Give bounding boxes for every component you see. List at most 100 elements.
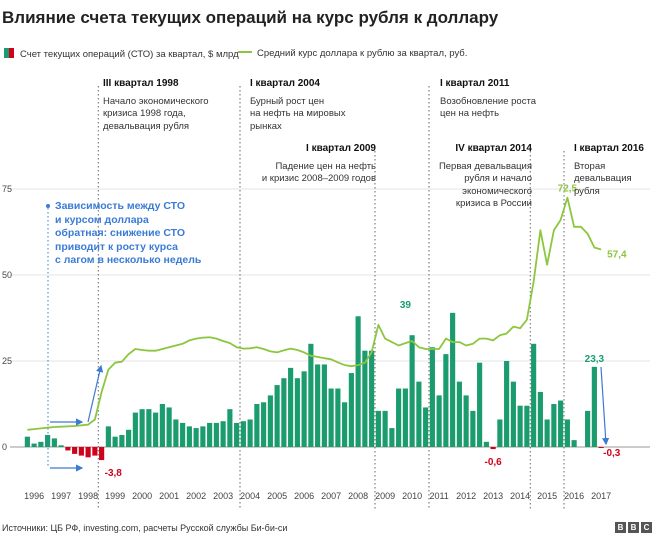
ruble-rate-line	[27, 196, 602, 431]
legend-bars-label: Счет текущих операций (СТО) за квартал, …	[20, 49, 239, 60]
event-2016: I квартал 2016 Вторая девальвация рубля	[574, 143, 660, 198]
cto-bar	[537, 391, 543, 447]
cto-bar	[375, 410, 381, 447]
cto-bar	[146, 409, 152, 447]
cto-bar	[315, 364, 321, 447]
x-tick-label: 1997	[51, 491, 71, 501]
event-2014-desc: Первая девальвация рубля и начало эконом…	[438, 160, 532, 210]
cto-bar	[166, 407, 172, 447]
x-tick-label: 2017	[591, 491, 611, 501]
x-tick-label: 2014	[510, 491, 530, 501]
cto-bar	[402, 388, 408, 447]
event-2009-title: I квартал 2009	[306, 143, 376, 154]
cto-bar	[301, 371, 307, 447]
cto-bar	[598, 447, 604, 449]
cto-bar	[207, 422, 213, 447]
event-2011-title: I квартал 2011	[440, 78, 510, 89]
event-2004-title: I квартал 2004	[250, 78, 320, 89]
cto-bar	[294, 378, 300, 447]
bbc-logo-letter: B	[628, 522, 639, 533]
x-tick-label: 2009	[375, 491, 395, 501]
cto-bar	[180, 422, 186, 447]
event-2004-desc: Бурный рост цен на нефть на мировых рынк…	[250, 95, 346, 132]
cto-bar	[524, 405, 530, 447]
bbc-logo-letter: B	[615, 522, 626, 533]
event-2016-desc: Вторая девальвация рубля	[574, 160, 632, 197]
value-annotation: -0,3	[603, 448, 621, 459]
cto-bar	[463, 395, 469, 447]
cto-bar	[470, 410, 476, 447]
cto-bar	[321, 364, 327, 447]
sources-footer: Источники: ЦБ РФ, investing.com, расчеты…	[2, 523, 288, 533]
cto-bar	[85, 447, 91, 458]
value-annotation: 72,5	[558, 184, 578, 195]
chart-labels: 0 25 50 75 1996 1997 1998 1999 2000 2001 2002 2003 2…	[2, 184, 627, 501]
cto-bar	[369, 350, 375, 447]
cto-bar	[396, 388, 402, 447]
cto-bar	[261, 402, 267, 447]
cto-bar	[112, 436, 118, 447]
cto-bar	[274, 385, 280, 447]
x-tick-label: 2004	[240, 491, 260, 501]
cto-bar	[416, 381, 422, 447]
cto-bar	[234, 422, 240, 447]
x-tick-label: 2005	[267, 491, 287, 501]
cto-bar	[288, 367, 294, 447]
event-1998-desc: Начало экономического кризиса 1998 года,…	[103, 95, 209, 132]
cto-bar	[267, 395, 273, 447]
cto-bar	[477, 362, 483, 447]
cto-bar	[159, 404, 165, 447]
cto-bar	[173, 419, 179, 447]
cto-bar	[58, 445, 64, 447]
x-tick-label: 2003	[213, 491, 233, 501]
cto-bar	[443, 354, 449, 447]
cto-bar	[31, 443, 37, 447]
x-tick-label: 1998	[78, 491, 98, 501]
cto-bar	[254, 404, 260, 447]
cto-bar	[65, 447, 71, 451]
cto-bar	[213, 422, 219, 447]
event-2011: I квартал 2011 Возобновление роста цен н…	[440, 78, 536, 121]
event-2009: I квартал 2009 Падение цен на нефть и кр…	[230, 143, 376, 186]
cto-bar	[544, 419, 550, 447]
cto-bar	[490, 447, 496, 450]
legend-bar-negative-swatch	[9, 48, 14, 58]
cto-bar	[281, 378, 287, 447]
event-2004: I квартал 2004 Бурный рост цен на нефть …	[250, 78, 345, 133]
value-annotation: 23,3	[585, 354, 605, 365]
cto-bar	[558, 400, 564, 447]
value-annotation: 39	[400, 300, 412, 311]
cto-bar	[564, 419, 570, 447]
cto-bar	[423, 407, 429, 447]
x-tick-label: 2016	[564, 491, 584, 501]
relationship-note: Зависимость между СТО и курсом доллара о…	[55, 200, 202, 266]
y-tick-label: 50	[2, 270, 12, 280]
event-2009-desc: Падение цен на нефть и кризис 2008–2009 …	[261, 160, 376, 185]
x-tick-label: 2015	[537, 491, 557, 501]
cto-bar	[227, 409, 233, 447]
cto-bar	[308, 343, 314, 447]
cto-bar	[450, 312, 456, 447]
value-annotation: -0,6	[485, 457, 503, 468]
cto-bar	[429, 347, 435, 447]
x-tick-label: 2006	[294, 491, 314, 501]
event-2014: IV квартал 2014 Первая девальвация рубля…	[420, 143, 532, 211]
note-dot	[46, 204, 50, 208]
cto-bar	[220, 421, 226, 447]
note-arrow	[600, 366, 610, 446]
legend-line-label: Средний курс доллара к рублю за квартал,…	[257, 48, 468, 59]
cto-bar	[551, 404, 557, 447]
x-tick-label: 2002	[186, 491, 206, 501]
cto-bar	[483, 441, 489, 447]
x-tick-label: 2008	[348, 491, 368, 501]
cto-bar	[335, 388, 341, 447]
cto-bar	[328, 388, 334, 447]
cto-bar	[132, 412, 138, 447]
legend-line: Средний курс доллара к рублю за квартал,…	[238, 48, 467, 59]
cto-bar	[186, 426, 192, 447]
cto-bar	[38, 441, 44, 447]
cto-bar	[92, 447, 98, 456]
cto-bar	[200, 426, 206, 447]
cto-bar	[193, 428, 199, 447]
